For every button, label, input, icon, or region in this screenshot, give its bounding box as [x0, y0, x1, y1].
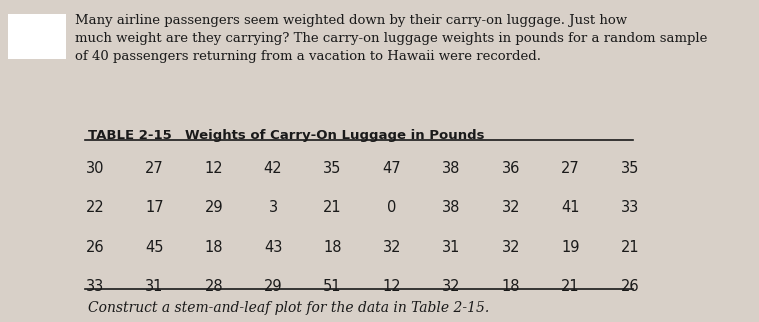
Text: 32: 32 — [502, 240, 520, 255]
Text: 21: 21 — [620, 240, 639, 255]
Text: 3: 3 — [269, 200, 278, 215]
Text: 35: 35 — [621, 161, 639, 176]
Text: 12: 12 — [383, 279, 402, 294]
Text: 36: 36 — [502, 161, 520, 176]
Text: 26: 26 — [86, 240, 104, 255]
Text: Weights of Carry-On Luggage in Pounds: Weights of Carry-On Luggage in Pounds — [185, 129, 484, 142]
Text: 31: 31 — [442, 240, 461, 255]
Text: 27: 27 — [561, 161, 580, 176]
Text: 32: 32 — [442, 279, 461, 294]
Text: 41: 41 — [561, 200, 580, 215]
Text: 22: 22 — [86, 200, 104, 215]
Text: 0: 0 — [387, 200, 397, 215]
Text: 51: 51 — [323, 279, 342, 294]
Text: 31: 31 — [145, 279, 163, 294]
Text: 21: 21 — [323, 200, 342, 215]
Text: 27: 27 — [145, 161, 164, 176]
Text: 26: 26 — [620, 279, 639, 294]
Text: 19: 19 — [561, 240, 580, 255]
Text: Many airline passengers seem weighted down by their carry-on luggage. Just how
m: Many airline passengers seem weighted do… — [75, 14, 708, 63]
Text: 29: 29 — [264, 279, 282, 294]
Text: 47: 47 — [383, 161, 402, 176]
Text: 12: 12 — [204, 161, 223, 176]
Text: 45: 45 — [145, 240, 163, 255]
Text: 43: 43 — [264, 240, 282, 255]
Text: 33: 33 — [86, 279, 104, 294]
Text: 33: 33 — [621, 200, 639, 215]
Text: 42: 42 — [264, 161, 282, 176]
Text: 17: 17 — [145, 200, 164, 215]
Text: 35: 35 — [323, 161, 342, 176]
Text: 18: 18 — [204, 240, 223, 255]
Text: TABLE 2-15: TABLE 2-15 — [88, 129, 172, 142]
Text: 32: 32 — [383, 240, 402, 255]
Text: 38: 38 — [442, 161, 461, 176]
FancyBboxPatch shape — [8, 14, 66, 59]
Text: 18: 18 — [502, 279, 520, 294]
Text: Construct a stem-and-leaf plot for the data in Table 2-15.: Construct a stem-and-leaf plot for the d… — [88, 301, 490, 316]
Text: 18: 18 — [323, 240, 342, 255]
Text: 30: 30 — [86, 161, 104, 176]
Text: 28: 28 — [204, 279, 223, 294]
Text: 29: 29 — [204, 200, 223, 215]
Text: 21: 21 — [561, 279, 580, 294]
Text: 38: 38 — [442, 200, 461, 215]
Text: 32: 32 — [502, 200, 520, 215]
